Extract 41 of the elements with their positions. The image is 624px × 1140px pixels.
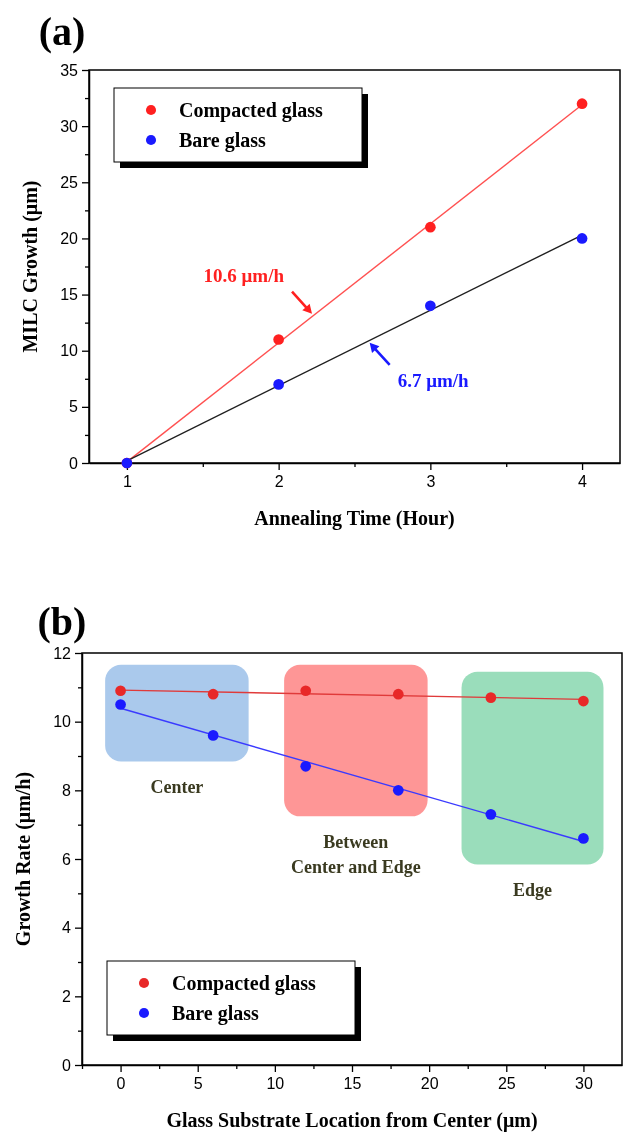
x-tick-label: 10 (266, 1075, 285, 1093)
y-tick-label: 10 (60, 342, 79, 360)
x-tick-label: 30 (575, 1075, 593, 1093)
legend-label: Compacted glass (179, 99, 324, 122)
y-tick-label: 25 (60, 173, 79, 191)
band-label: Center (150, 777, 204, 798)
x-tick-label: 20 (420, 1075, 439, 1093)
x-tick-label: 2 (274, 473, 284, 491)
y-tick-label: 30 (60, 117, 79, 135)
y-tick-label: 0 (62, 1056, 72, 1074)
y-axis-title: MILC Growth (μm) (19, 180, 42, 353)
y-tick-label: 12 (53, 644, 72, 662)
annotation: 10.6 μm/h (203, 264, 285, 286)
chart-title: (a) (38, 9, 86, 54)
band-label: Between Center and Edge (291, 832, 421, 878)
x-tick-label: 1 (122, 473, 132, 491)
y-tick-label: 2 (62, 987, 72, 1005)
x-axis-title: Glass Substrate Location from Center (μm) (166, 1109, 538, 1132)
y-axis-title: Growth Rate (μm/h) (12, 771, 35, 947)
y-tick-label: 6 (62, 850, 72, 868)
x-tick-label: 0 (116, 1075, 126, 1093)
y-tick-label: 5 (69, 398, 79, 416)
x-tick-label: 15 (343, 1075, 362, 1093)
chart-title: (b) (37, 599, 87, 644)
x-tick-label: 4 (578, 473, 588, 491)
y-tick-label: 15 (60, 286, 79, 304)
annotation: 6.7 μm/h (397, 369, 470, 391)
x-tick-label: 3 (426, 473, 436, 491)
legend-label: Compacted glass (172, 972, 317, 995)
y-tick-label: 10 (53, 713, 72, 731)
band-label: Edge (513, 880, 553, 901)
y-tick-label: 35 (60, 61, 79, 79)
x-axis-title: Annealing Time (Hour) (254, 507, 455, 530)
y-tick-label: 20 (60, 230, 79, 248)
x-tick-label: 5 (193, 1075, 203, 1093)
y-tick-label: 4 (62, 919, 72, 937)
y-tick-label: 8 (62, 781, 72, 799)
y-tick-label: 0 (69, 454, 79, 472)
x-tick-label: 25 (497, 1075, 516, 1093)
legend-label: Bare glass (179, 129, 267, 152)
legend-label: Bare glass (172, 1002, 260, 1025)
